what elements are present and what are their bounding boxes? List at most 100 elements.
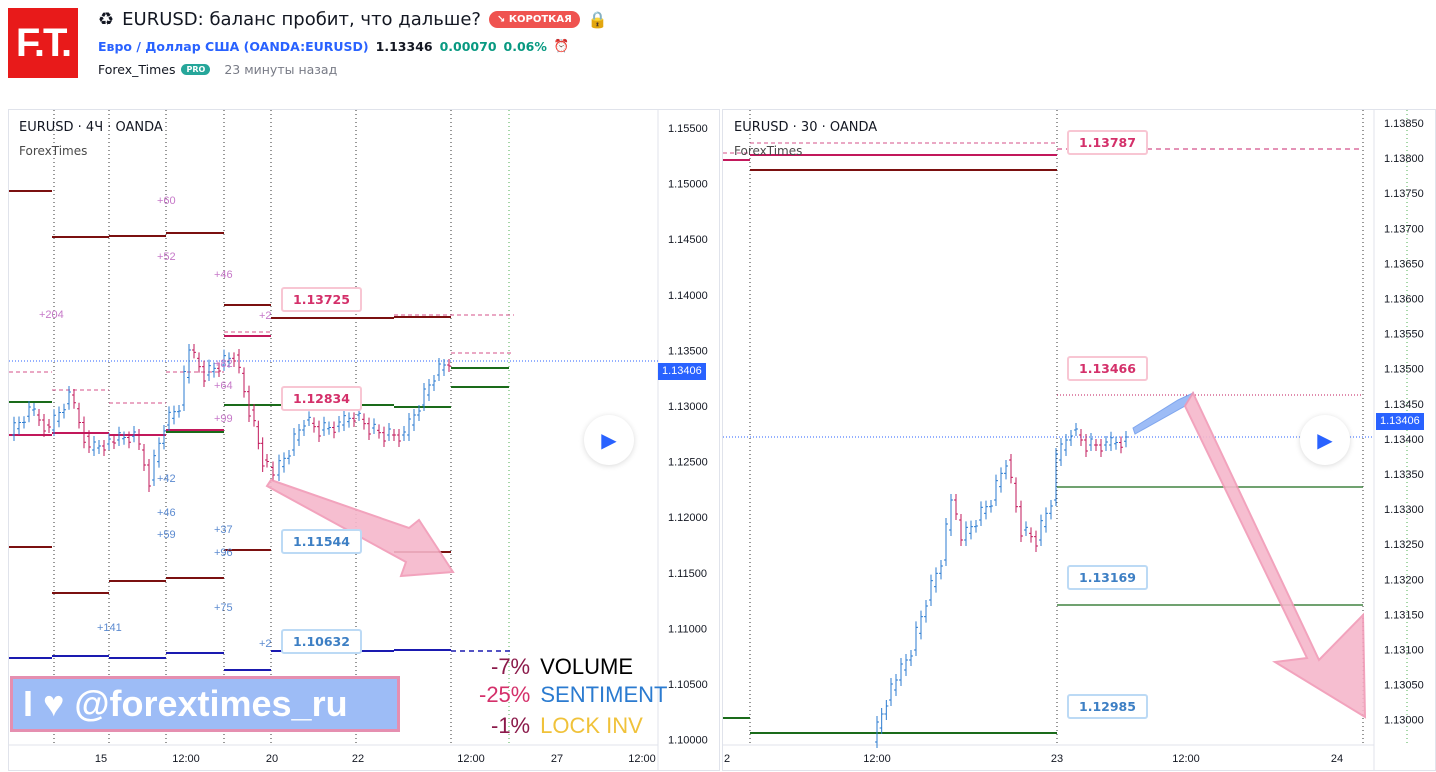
price-callout: 1.13169 xyxy=(1067,565,1148,590)
time-tick-label: 23 xyxy=(1051,753,1063,765)
price-tick-label: 1.10500 xyxy=(668,679,708,691)
chart-symbol-label: EURUSD · 4Ч · OANDA xyxy=(19,120,163,135)
time-tick-label: 22 xyxy=(352,753,364,765)
logo: F.T. xyxy=(8,8,78,78)
change-pct: 0.06% xyxy=(503,38,547,54)
time-tick-label: 27 xyxy=(551,753,563,765)
price-tick-label: 1.14000 xyxy=(668,290,708,302)
pro-badge: PRO xyxy=(181,64,211,75)
play-button[interactable]: ▶ xyxy=(584,415,634,465)
price-tick-label: 1.13800 xyxy=(1384,153,1424,165)
idea-title: ♻ EURUSD: баланс пробит, что дальше? ↘ К… xyxy=(98,9,608,30)
indicator-label: ForexTimes xyxy=(19,144,88,158)
time-tick-label: 12:00 xyxy=(457,753,485,765)
annotation: +82 xyxy=(214,358,233,370)
annotation: +37 xyxy=(214,524,233,536)
forecast-arrow xyxy=(265,478,455,578)
author-link[interactable]: Forex_Times xyxy=(98,62,176,77)
time-tick-label: 12:00 xyxy=(628,753,656,765)
author-line: Forex_Times PRO 23 минуты назад xyxy=(98,62,337,77)
alarm-icon[interactable]: ⏰ xyxy=(553,38,570,53)
time-tick-label: 24 xyxy=(1331,753,1343,765)
price-tick-label: 1.13700 xyxy=(1384,223,1424,235)
price-tick-label: 1.13350 xyxy=(1384,469,1424,481)
forecast-arrow-up xyxy=(1132,391,1195,435)
right-chart-canvas[interactable]: 1.13850 1.13800 1.13750 1.13700 1.13650 1.136… xyxy=(723,110,1436,771)
annotation: +2 xyxy=(259,638,272,650)
time-tick-label: 12:00 xyxy=(1172,753,1200,765)
price-tick-label: 1.10000 xyxy=(668,735,708,747)
promo-banner: I ♥ @forextimes_ru xyxy=(10,676,400,732)
annotation: +99 xyxy=(214,413,233,425)
price-tick-label: 1.13150 xyxy=(1384,609,1424,621)
price-tick-label: 1.15500 xyxy=(668,123,708,135)
price-tick-label: 1.15000 xyxy=(668,179,708,191)
annotation: +46 xyxy=(214,269,233,281)
stat-lock-inv: -1% LOCK INV xyxy=(491,713,643,738)
price-callout: 1.10632 xyxy=(281,629,362,654)
price-tick-label: 1.13550 xyxy=(1384,329,1424,341)
price-tick-label: 1.13300 xyxy=(1384,504,1424,516)
annotation: +64 xyxy=(214,380,233,392)
price-tick-label: 1.13000 xyxy=(668,401,708,413)
price-tick-label: 1.12000 xyxy=(668,512,708,524)
chart-symbol-label: EURUSD · 30 · OANDA xyxy=(734,120,878,135)
title-text: EURUSD: баланс пробит, что дальше? xyxy=(122,9,481,30)
stats-block: -1% LOCK INV xyxy=(491,713,643,739)
annotation: +59 xyxy=(157,529,176,541)
play-icon: ▶ xyxy=(601,428,617,452)
price-tick-label: 1.13450 xyxy=(1384,399,1424,411)
price-tick-label: 1.13200 xyxy=(1384,574,1424,586)
current-price-tag: 1.13406 xyxy=(1376,413,1424,430)
time-tick-label: 2 xyxy=(724,753,730,765)
price-callout: 1.12834 xyxy=(281,386,362,411)
price-callout: 1.11544 xyxy=(281,529,362,554)
price-tick-label: 1.13250 xyxy=(1384,539,1424,551)
play-icon: ▶ xyxy=(1317,428,1333,452)
stat-volume: -7% VOLUME xyxy=(491,654,634,679)
price-tick-label: 1.14500 xyxy=(668,234,708,246)
price-tick-label: 1.13400 xyxy=(1384,434,1424,446)
forecast-arrow-down xyxy=(1183,390,1367,719)
annotation: +52 xyxy=(157,251,176,263)
annotation: +96 xyxy=(214,547,233,559)
stats-block: -25% SENTIMENT xyxy=(479,682,667,708)
price-callout: 1.12985 xyxy=(1067,694,1148,719)
price-tick-label: 1.13050 xyxy=(1384,680,1424,692)
change: 0.00070 xyxy=(439,38,497,54)
time-tick-label: 12:00 xyxy=(863,753,891,765)
price-callout: 1.13466 xyxy=(1067,356,1148,381)
annotation: +204 xyxy=(39,309,64,321)
annotation: +141 xyxy=(97,622,122,634)
price-tick-label: 1.13650 xyxy=(1384,258,1424,270)
price-tick-label: 1.13100 xyxy=(1384,645,1424,657)
symbol-link[interactable]: Евро / Доллар США (OANDA:EURUSD) xyxy=(98,38,369,54)
price-callout: 1.13725 xyxy=(281,287,362,312)
stat-sentiment: -25% SENTIMENT xyxy=(479,682,668,707)
right-chart[interactable]: 1.13850 1.13800 1.13750 1.13700 1.13650 1.136… xyxy=(722,109,1436,771)
price-tick-label: 1.13600 xyxy=(1384,294,1424,306)
price-tick-label: 1.11000 xyxy=(668,623,707,635)
stats-block: -7% VOLUME xyxy=(491,654,633,680)
price-tick-label: 1.13500 xyxy=(668,345,708,357)
annotation: +60 xyxy=(157,195,176,207)
short-badge: ↘ КОРОТКАЯ xyxy=(488,11,580,28)
price-tick-label: 1.11500 xyxy=(668,568,707,580)
time-tick-label: 20 xyxy=(266,753,278,765)
recycle-icon: ♻ xyxy=(98,9,115,30)
time-tick-label: 15 xyxy=(95,753,107,765)
left-chart[interactable]: 1.15500 1.15000 1.14500 1.14000 1.13500 1.130… xyxy=(8,109,720,771)
play-button[interactable]: ▶ xyxy=(1300,415,1350,465)
annotation: +46 xyxy=(157,507,176,519)
time-ago: 23 минуты назад xyxy=(224,62,338,77)
current-price-tag: 1.13406 xyxy=(658,363,706,380)
annotation: +75 xyxy=(214,602,233,614)
symbol-line: Евро / Доллар США (OANDA:EURUSD) 1.13346… xyxy=(98,38,569,54)
price-tick-label: 1.12500 xyxy=(668,457,708,469)
lock-icon: 🔒 xyxy=(587,10,608,29)
annotation: +42 xyxy=(157,473,176,485)
price-tick-label: 1.13000 xyxy=(1384,715,1424,727)
price: 1.13346 xyxy=(375,38,433,54)
price-tick-label: 1.13850 xyxy=(1384,118,1424,130)
indicator-label: ForexTimes xyxy=(734,144,803,158)
